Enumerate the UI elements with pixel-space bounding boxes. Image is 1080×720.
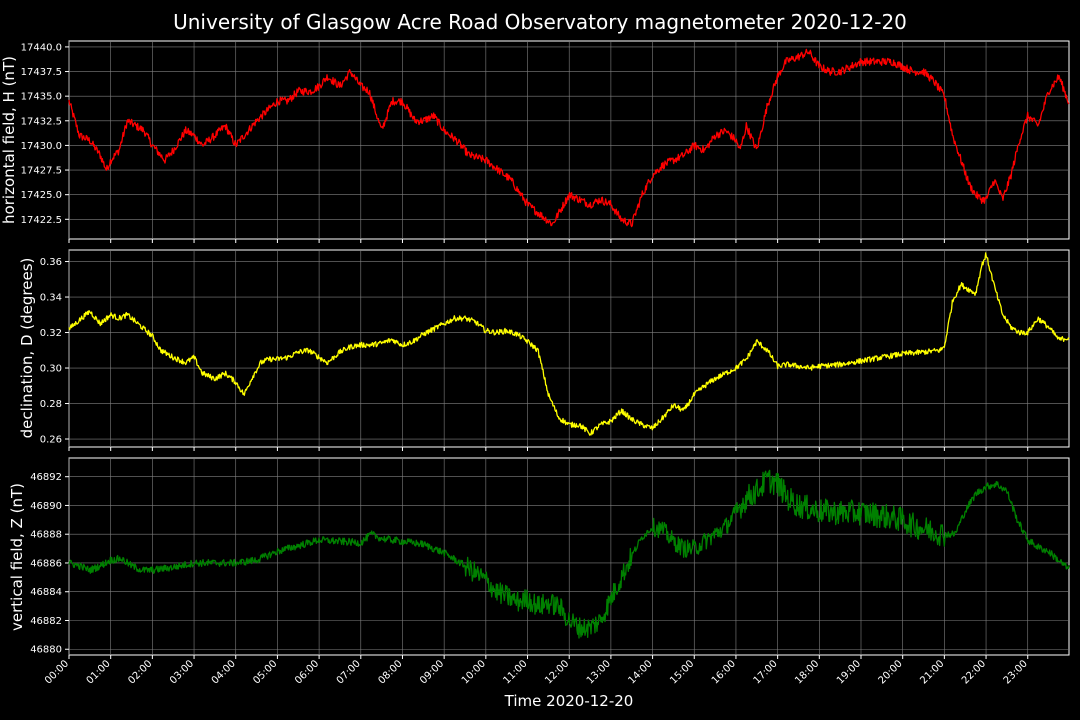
vertical-field-x-ticks	[68, 655, 1029, 659]
y-tick-label: 46888	[30, 530, 62, 541]
y-tick-label: 46880	[30, 645, 62, 656]
y-tick-label: 46884	[30, 587, 62, 598]
declination-y-ticks: 0.26 0.28 0.30 0.32 0.34 0.36	[40, 257, 69, 446]
y-tick-label: 17437.5	[21, 67, 62, 78]
declination-grid	[68, 250, 1069, 447]
y-tick-label: 0.34	[40, 293, 62, 304]
y-tick-label: 0.30	[40, 364, 62, 375]
figure-title: University of Glasgow Acre Road Observat…	[173, 10, 907, 34]
horizontal-field-y-axis-label: horizontal field, H (nT)	[0, 56, 18, 224]
y-tick-label: 46890	[30, 501, 62, 512]
declination-series-line	[68, 252, 1070, 436]
horizontal-field-x-ticks	[68, 239, 1029, 243]
vertical-field-grid	[68, 458, 1069, 655]
y-tick-label: 0.26	[40, 435, 62, 446]
horizontal-field-y-ticks: 17422.5 17425.0 17427.5 17430.0 17432.5 17435…	[21, 42, 69, 226]
declination-panel: 0.26 0.28 0.30 0.32 0.34 0.36 declination, D …	[18, 249, 1070, 451]
y-tick-label: 17435.0	[21, 92, 62, 103]
declination-y-axis-label: declination, D (degrees)	[18, 258, 36, 439]
y-tick-label: 46886	[30, 558, 62, 569]
y-tick-label: 17425.0	[21, 190, 62, 201]
vertical-field-y-ticks: 46880 46882 46884 46886 46888 46890 46892	[30, 472, 69, 656]
x-axis-label: Time 2020-12-20	[504, 692, 634, 710]
y-tick-label: 0.36	[40, 257, 62, 268]
vertical-field-series-line	[68, 469, 1070, 639]
y-tick-label: 17422.5	[21, 215, 62, 226]
vertical-field-panel: 46880 46882 46884 46886 46888 46890 46892 vert…	[8, 457, 1070, 659]
declination-x-ticks	[68, 447, 1029, 451]
y-tick-label: 17427.5	[21, 166, 62, 177]
y-tick-label: 0.28	[40, 399, 62, 410]
y-tick-label: 46892	[30, 472, 62, 483]
horizontal-field-panel: 17422.5 17425.0 17427.5 17430.0 17432.5 17435…	[0, 40, 1070, 243]
horizontal-field-series-line	[68, 48, 1070, 228]
y-tick-label: 17440.0	[21, 42, 62, 53]
vertical-field-y-axis-label: vertical field, Z (nT)	[8, 483, 26, 631]
y-tick-label: 17430.0	[21, 141, 62, 152]
y-tick-label: 0.32	[40, 328, 62, 339]
y-tick-label: 46882	[30, 616, 62, 627]
y-tick-label: 17432.5	[21, 116, 62, 127]
